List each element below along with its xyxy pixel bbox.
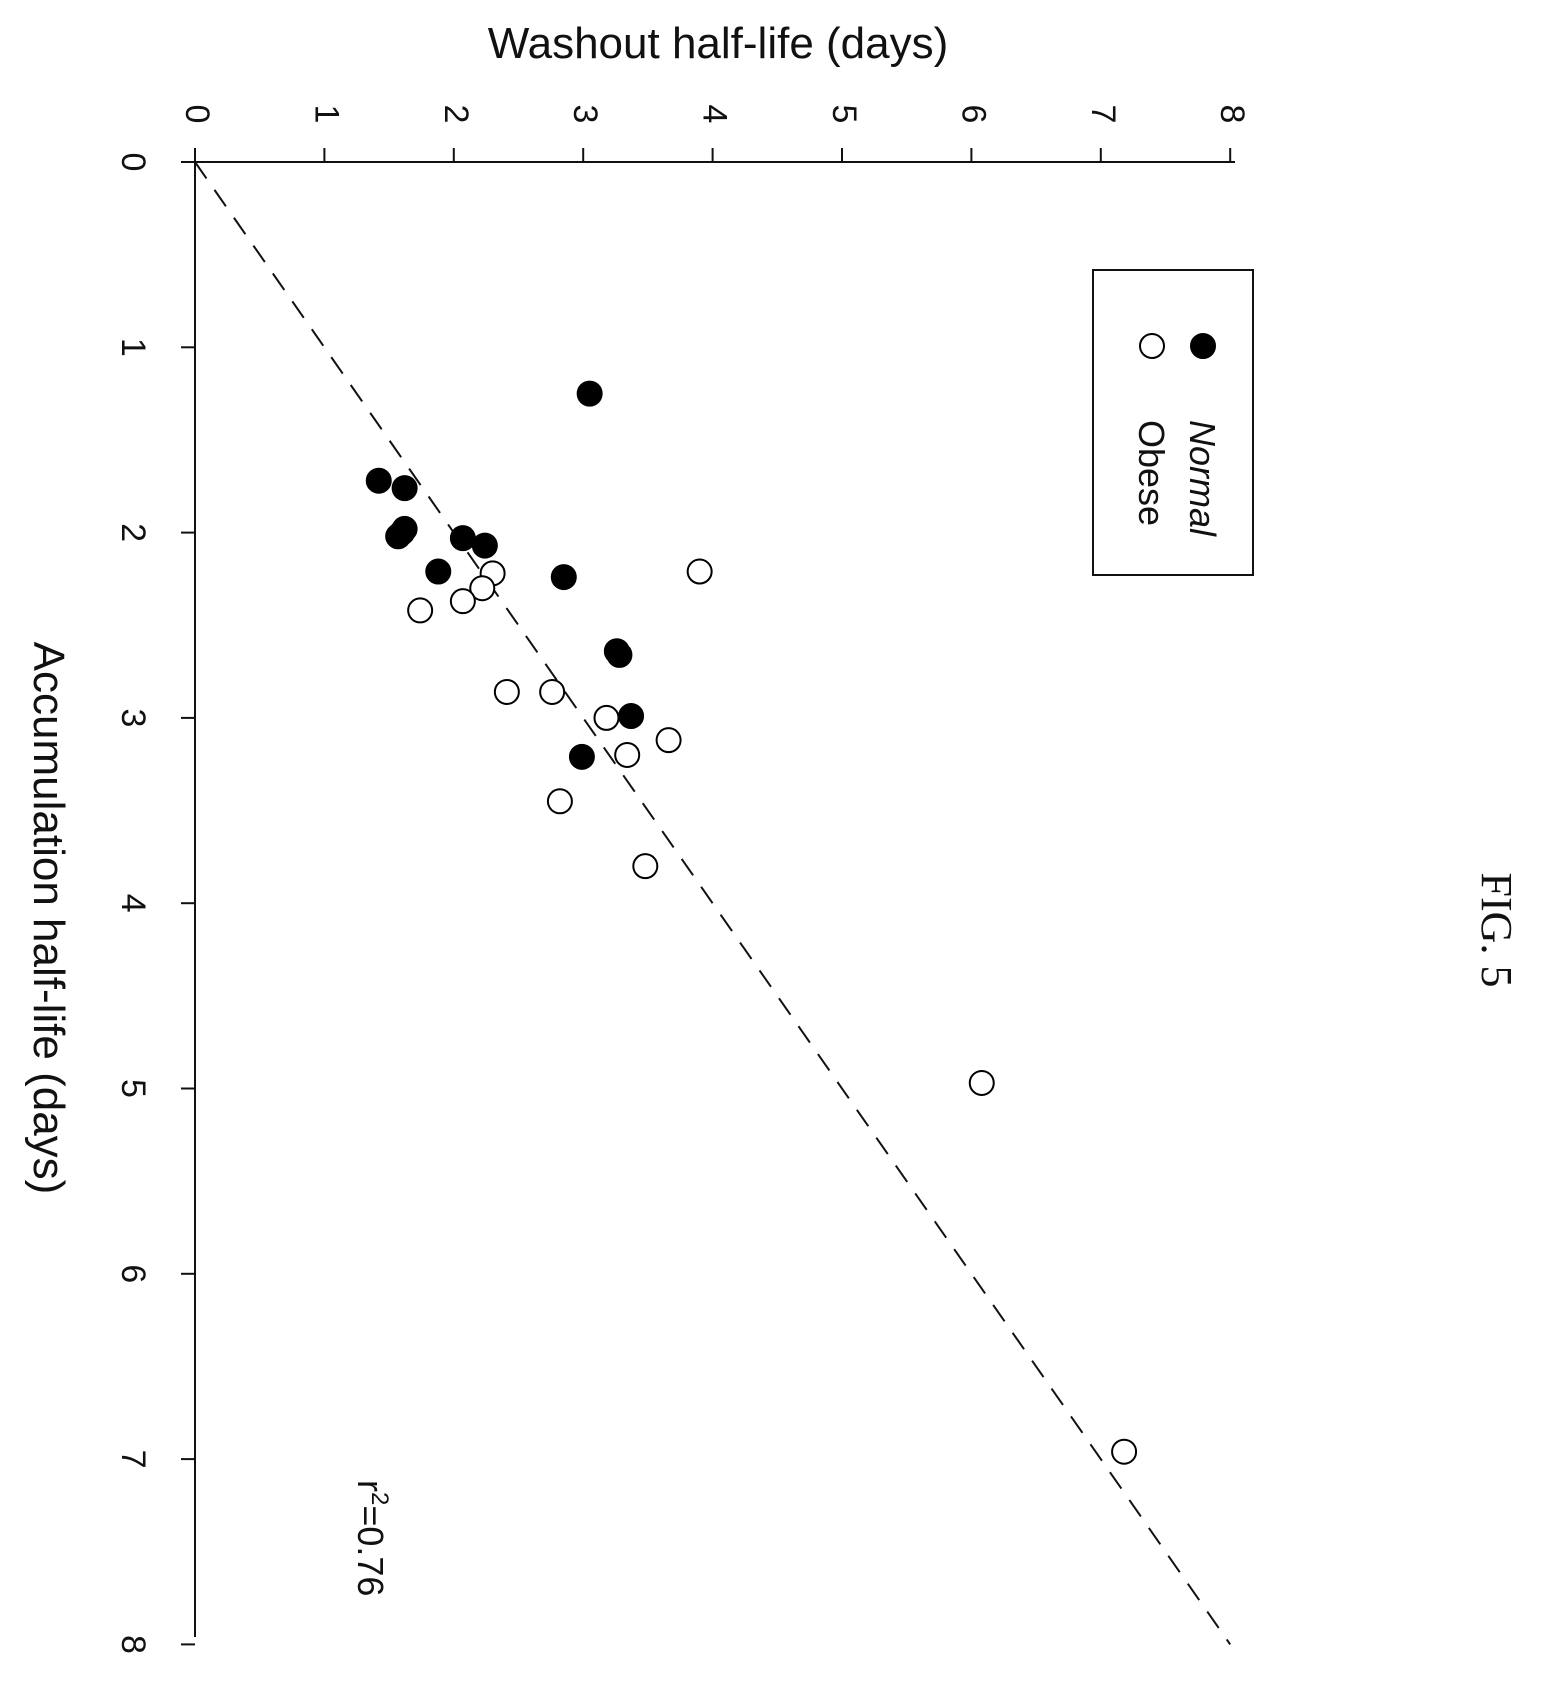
y-tick-label: 5: [825, 105, 863, 124]
legend-label-normal: Normal: [1182, 420, 1223, 537]
data-point-obese: [407, 597, 434, 624]
data-point-obese: [655, 727, 682, 754]
data-point-obese: [539, 678, 566, 705]
legend-box: [1092, 269, 1254, 576]
y-tick-label: 3: [566, 105, 604, 124]
r-squared-value: =0.76: [350, 1505, 391, 1596]
data-point-obese: [493, 678, 520, 705]
x-tick-label: 2: [114, 523, 152, 542]
data-point-obese: [449, 588, 476, 615]
data-point-normal: [550, 564, 577, 591]
data-points: [365, 380, 1138, 1465]
data-point-normal: [471, 532, 498, 559]
legend-marker-normal: [1190, 333, 1216, 359]
legend-marker-obese: [1139, 333, 1165, 359]
y-tick-label: 6: [954, 105, 992, 124]
data-point-obese: [593, 704, 620, 731]
data-point-obese: [968, 1069, 995, 1096]
data-point-obese: [632, 853, 659, 880]
x-tick-label: 1: [114, 338, 152, 357]
y-tick-label: 7: [1084, 105, 1122, 124]
x-tick-label: 6: [114, 1264, 152, 1283]
y-tick-label: 1: [307, 105, 345, 124]
y-tick-label: 0: [178, 105, 216, 124]
data-point-normal: [391, 475, 418, 502]
x-tick-label: 7: [114, 1450, 152, 1469]
data-point-normal: [606, 641, 633, 668]
y-tick-label: 2: [437, 105, 475, 124]
data-point-normal: [385, 523, 412, 550]
x-tick-label: 5: [114, 1079, 152, 1098]
legend-label-obese: Obese: [1131, 420, 1172, 526]
data-point-normal: [365, 467, 392, 494]
r-squared-annotation: r2=0.76: [350, 1480, 393, 1596]
data-point-normal: [576, 380, 603, 407]
legend: Normal Obese: [1092, 269, 1254, 576]
y-tick-label: 4: [696, 105, 734, 124]
r-squared-base: r: [350, 1480, 391, 1492]
y-tick-label: 8: [1213, 105, 1251, 124]
x-tick-label: 3: [114, 708, 152, 727]
x-tick-label: 4: [114, 894, 152, 913]
data-point-normal: [618, 703, 645, 730]
x-axis-title: Accumulation half-life (days): [24, 642, 73, 1195]
data-point-obese: [469, 575, 496, 602]
data-point-normal: [449, 525, 476, 552]
y-axis-ticks: 0 1 2 3 4 5 6 7 8: [178, 105, 1251, 162]
data-point-obese: [686, 558, 713, 585]
figure-label: FIG. 5: [1472, 873, 1521, 988]
fit-line: [194, 161, 1232, 1645]
data-point-obese: [1111, 1438, 1138, 1465]
data-point-normal: [568, 743, 595, 770]
data-point-obese: [546, 788, 573, 815]
data-point-obese: [614, 741, 641, 768]
y-axis-title: Washout half-life (days): [488, 19, 949, 68]
x-tick-label: 8: [114, 1635, 152, 1654]
x-tick-label: 0: [114, 153, 152, 172]
data-point-normal: [425, 558, 452, 585]
r-squared-exponent: 2: [366, 1492, 393, 1505]
x-axis-ticks: 0 1 2 3 4 5 6 7 8: [114, 153, 195, 1654]
